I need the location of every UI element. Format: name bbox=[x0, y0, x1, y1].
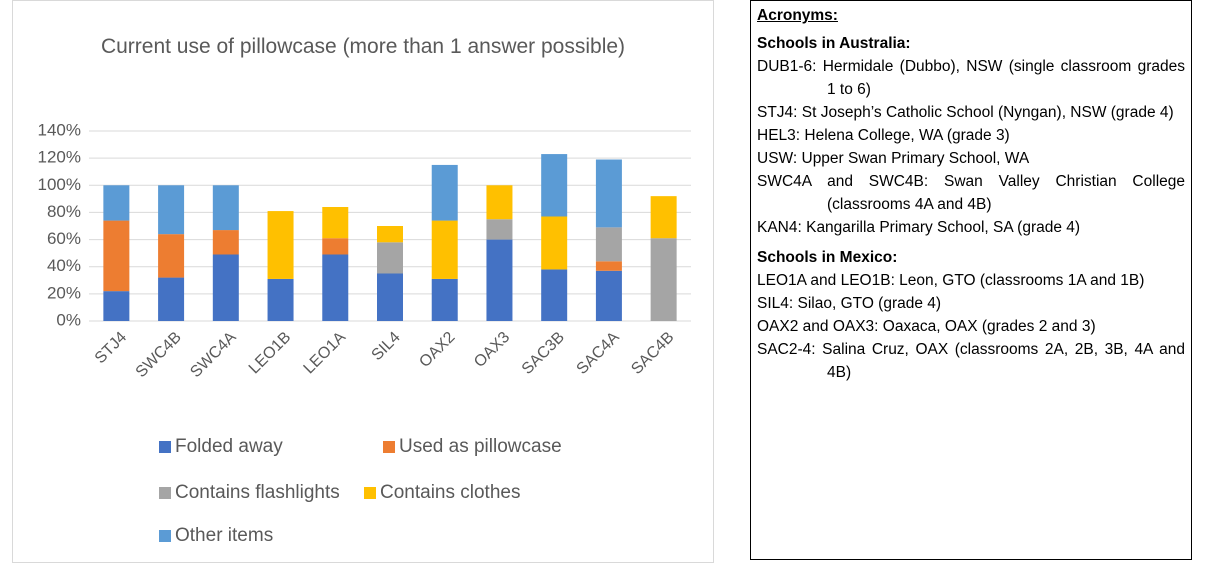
y-tick-label: 60% bbox=[47, 229, 81, 248]
x-tick-label: SAC4A bbox=[574, 329, 623, 378]
sections: Schools in Australia: DUB1-6: Hermidale (… bbox=[757, 35, 1185, 384]
acronym-item: HEL3: Helena College, WA (grade 3) bbox=[757, 127, 1010, 144]
bar-segment bbox=[650, 196, 677, 239]
x-tick-label: SIL4 bbox=[369, 329, 404, 364]
x-tick-label: SWC4B bbox=[133, 329, 185, 381]
acronym-item: USW: Upper Swan Primary School, WA bbox=[757, 150, 1030, 167]
y-tick-label: 20% bbox=[47, 283, 81, 302]
bar-segment bbox=[158, 185, 185, 235]
bar-segment bbox=[431, 278, 458, 321]
chart-panel: Current use of pillowcase (more than 1 a… bbox=[12, 0, 714, 563]
y-tick-label: 80% bbox=[47, 202, 81, 221]
x-tick-label: STJ4 bbox=[92, 329, 131, 368]
bar-segment bbox=[158, 277, 185, 321]
legend-swatch bbox=[159, 487, 171, 499]
acronyms-panel: Acronyms: Schools in Australia: DUB1-6: H… bbox=[750, 0, 1192, 560]
bar-segment bbox=[431, 164, 458, 221]
y-tick-label: 140% bbox=[38, 120, 81, 139]
bar-segment bbox=[322, 238, 349, 255]
section-title: Schools in Mexico: bbox=[757, 249, 898, 266]
section-title: Schools in Australia: bbox=[757, 35, 911, 52]
legend-swatch bbox=[159, 530, 171, 542]
bar-segment bbox=[158, 234, 185, 278]
x-tick-label: OAX3 bbox=[471, 329, 513, 371]
bar-segment bbox=[212, 185, 239, 231]
bar-segment bbox=[212, 230, 239, 255]
bar-segment bbox=[212, 254, 239, 321]
x-tick-label: SAC4B bbox=[628, 329, 677, 378]
x-tick-label: SWC4A bbox=[187, 329, 239, 381]
acronym-item: DUB1-6: Hermidale (Dubbo), NSW (single c… bbox=[757, 58, 1185, 98]
bar-segment bbox=[103, 291, 130, 321]
acronym-item: SIL4: Silao, GTO (grade 4) bbox=[757, 295, 942, 312]
bar-segment bbox=[322, 254, 349, 321]
legend-label: Folded away bbox=[175, 436, 283, 457]
doc-heading: Acronyms: bbox=[757, 7, 838, 24]
legend-label: Used as pillowcase bbox=[399, 436, 562, 457]
legend-label: Contains flashlights bbox=[175, 482, 340, 503]
x-tick-label: OAX2 bbox=[416, 329, 458, 371]
acronym-item: SAC2-4: Salina Cruz, OAX (classrooms 2A,… bbox=[757, 341, 1185, 381]
bar-segment bbox=[541, 154, 568, 217]
y-tick-label: 0% bbox=[56, 310, 81, 329]
chart: 0% 20% 40% 60% 80% 100% 120% 140% STJ4 SWC4B SWC4A… bbox=[38, 120, 691, 546]
x-tick-label: LEO1A bbox=[301, 329, 350, 378]
legend-swatch bbox=[159, 441, 171, 453]
legend-label: Contains clothes bbox=[380, 482, 520, 503]
bar-segment bbox=[486, 239, 513, 321]
x-tick-label: LEO1B bbox=[246, 329, 295, 378]
bar-segment bbox=[377, 273, 403, 321]
acronym-item: STJ4: St Joseph’s Catholic School (Nynga… bbox=[757, 104, 1174, 121]
y-tick-label: 40% bbox=[47, 256, 81, 275]
y-tick-label: 120% bbox=[38, 148, 81, 167]
bar-segment bbox=[103, 185, 130, 221]
y-tick-label: 100% bbox=[38, 175, 81, 194]
acronym-item: LEO1A and LEO1B: Leon, GTO (classrooms 1… bbox=[757, 272, 1145, 289]
bar-segment bbox=[431, 220, 458, 279]
bar-segment bbox=[486, 185, 513, 220]
bar-segment bbox=[267, 211, 294, 279]
x-tick-label: SAC3B bbox=[519, 329, 568, 378]
chart-title: Current use of pillowcase (more than 1 a… bbox=[100, 35, 626, 58]
bar-segment bbox=[377, 226, 403, 243]
bar-segment bbox=[486, 219, 513, 240]
bar-segment bbox=[595, 270, 622, 321]
bar-segment bbox=[595, 261, 622, 271]
legend-swatch bbox=[383, 441, 395, 453]
acronym-item: OAX2 and OAX3: Oaxaca, OAX (grades 2 and… bbox=[757, 318, 1096, 335]
legend-swatch bbox=[364, 487, 376, 499]
bar-segment bbox=[595, 227, 622, 262]
bar-segment bbox=[595, 159, 622, 228]
acronym-item: SWC4A and SWC4B: Swan Valley Christian C… bbox=[757, 173, 1185, 213]
bar-segment bbox=[267, 278, 294, 321]
bar-segment bbox=[541, 216, 568, 270]
legend-label: Other items bbox=[175, 525, 273, 546]
bar-segment bbox=[322, 207, 349, 239]
bar-segment bbox=[103, 220, 130, 292]
bar-segment bbox=[541, 269, 568, 321]
bar-segment bbox=[377, 242, 403, 274]
acronym-item: KAN4: Kangarilla Primary School, SA (gra… bbox=[757, 219, 1081, 236]
bar-segment bbox=[650, 238, 677, 321]
